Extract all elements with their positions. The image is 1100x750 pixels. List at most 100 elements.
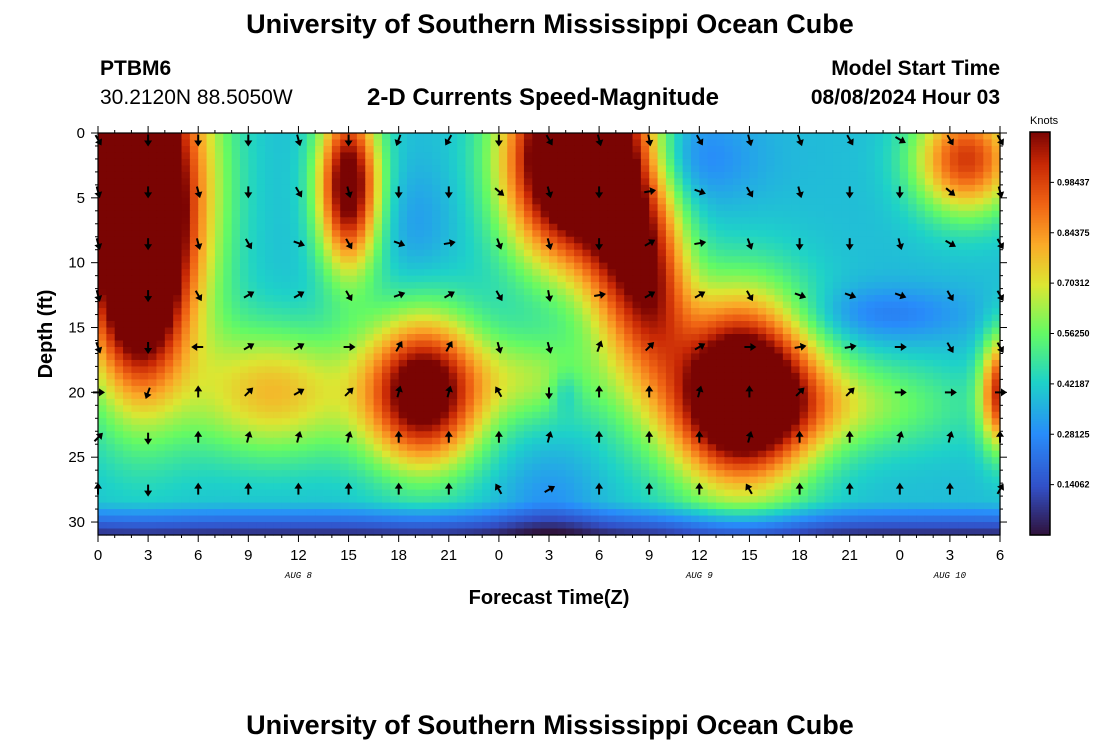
heatmap-cell: [640, 346, 650, 355]
heatmap-cell: [632, 178, 642, 186]
heatmap-cell: [899, 217, 909, 225]
heatmap-cell: [440, 171, 450, 179]
heatmap-cell: [139, 424, 149, 432]
heatmap-cell: [682, 230, 692, 238]
heatmap-cell: [966, 178, 976, 186]
heatmap-cell: [223, 249, 233, 257]
heatmap-cell: [716, 262, 725, 270]
heatmap-cell: [189, 178, 199, 186]
heatmap-cell: [532, 223, 542, 231]
heatmap-cell: [574, 301, 584, 309]
heatmap-cell: [590, 295, 600, 303]
heatmap-cell: [690, 249, 700, 257]
heatmap-cell: [816, 158, 826, 167]
heatmap-cell: [465, 210, 475, 218]
heatmap-cell: [716, 223, 725, 231]
heatmap-cell: [256, 353, 266, 361]
heatmap-cell: [974, 282, 984, 290]
heatmap-cell: [832, 288, 842, 296]
heatmap-cell: [858, 133, 867, 141]
heatmap-cell: [866, 197, 876, 205]
heatmap-cell: [239, 392, 249, 400]
heatmap-cell: [273, 243, 283, 251]
heatmap-cell: [599, 385, 609, 393]
heatmap-cell: [440, 165, 450, 173]
heatmap-cell: [624, 249, 634, 257]
heatmap-cell: [866, 223, 876, 231]
heatmap-cell: [532, 282, 542, 290]
heatmap-cell: [223, 392, 233, 400]
heatmap-cell: [523, 308, 533, 316]
heatmap-cell: [206, 346, 216, 355]
heatmap-cell: [465, 334, 475, 342]
heatmap-cell: [298, 346, 308, 355]
heatmap-cell: [265, 152, 274, 160]
heatmap-cell: [707, 392, 717, 400]
heatmap-cell: [106, 314, 116, 322]
heatmap-cell: [148, 145, 158, 154]
heatmap-cell: [148, 431, 158, 439]
heatmap-cell: [407, 288, 416, 296]
heatmap-cell: [156, 314, 166, 322]
heatmap-cell: [440, 197, 450, 205]
heatmap-cell: [741, 282, 751, 290]
heatmap-cell: [398, 139, 408, 147]
heatmap-cell: [732, 210, 742, 218]
heatmap-cell: [933, 152, 943, 160]
heatmap-cell: [223, 431, 233, 439]
heatmap-cell: [649, 308, 659, 316]
heatmap-cell: [131, 145, 141, 154]
heatmap-cell: [849, 171, 859, 179]
heatmap-cell: [515, 314, 525, 322]
heatmap-cell: [490, 418, 500, 426]
heatmap-cell: [265, 392, 274, 400]
heatmap-cell: [156, 282, 166, 290]
heatmap-cell: [899, 366, 909, 374]
heatmap-cell: [323, 334, 333, 342]
heatmap-cell: [690, 308, 700, 316]
heatmap-cell: [181, 165, 191, 173]
heatmap-cell: [766, 366, 776, 374]
heatmap-cell: [390, 372, 400, 380]
heatmap-cell: [741, 372, 751, 380]
heatmap-cell: [757, 288, 767, 296]
heatmap-cell: [707, 327, 717, 335]
heatmap-cell: [607, 256, 617, 264]
heatmap-cell: [181, 282, 191, 290]
heatmap-cell: [482, 210, 492, 218]
heatmap-cell: [482, 405, 492, 413]
heatmap-cell: [381, 230, 391, 238]
heatmap-cell: [290, 385, 300, 393]
heatmap-cell: [774, 340, 784, 348]
heatmap-cell: [933, 262, 943, 270]
heatmap-cell: [348, 197, 358, 205]
heatmap-cell: [649, 418, 659, 426]
heatmap-cell: [849, 178, 859, 186]
heatmap-cell: [549, 223, 558, 231]
heatmap-cell: [390, 295, 400, 303]
heatmap-cell: [440, 379, 450, 387]
heatmap-cell: [599, 191, 609, 199]
heatmap-cell: [356, 372, 366, 380]
heatmap-cell: [381, 288, 391, 296]
heatmap-cell: [899, 178, 909, 186]
heatmap-cell: [741, 204, 751, 212]
heatmap-cell: [782, 372, 792, 380]
heatmap-cell: [741, 366, 751, 374]
heatmap-cell: [114, 236, 124, 244]
heatmap-cell: [532, 262, 542, 270]
heatmap-cell: [440, 405, 450, 413]
heatmap-cell: [98, 398, 107, 406]
heatmap-cell: [423, 308, 433, 316]
heatmap-cell: [841, 197, 851, 205]
heatmap-cell: [590, 424, 600, 432]
heatmap-cell: [899, 314, 909, 322]
heatmap-cell: [239, 314, 249, 322]
heatmap-cell: [290, 405, 300, 413]
heatmap-cell: [841, 392, 851, 400]
heatmap-cell: [665, 243, 675, 251]
heatmap-cell: [565, 301, 575, 309]
heatmap-cell: [574, 145, 584, 154]
heatmap-cell: [390, 171, 400, 179]
heatmap-cell: [523, 184, 533, 192]
